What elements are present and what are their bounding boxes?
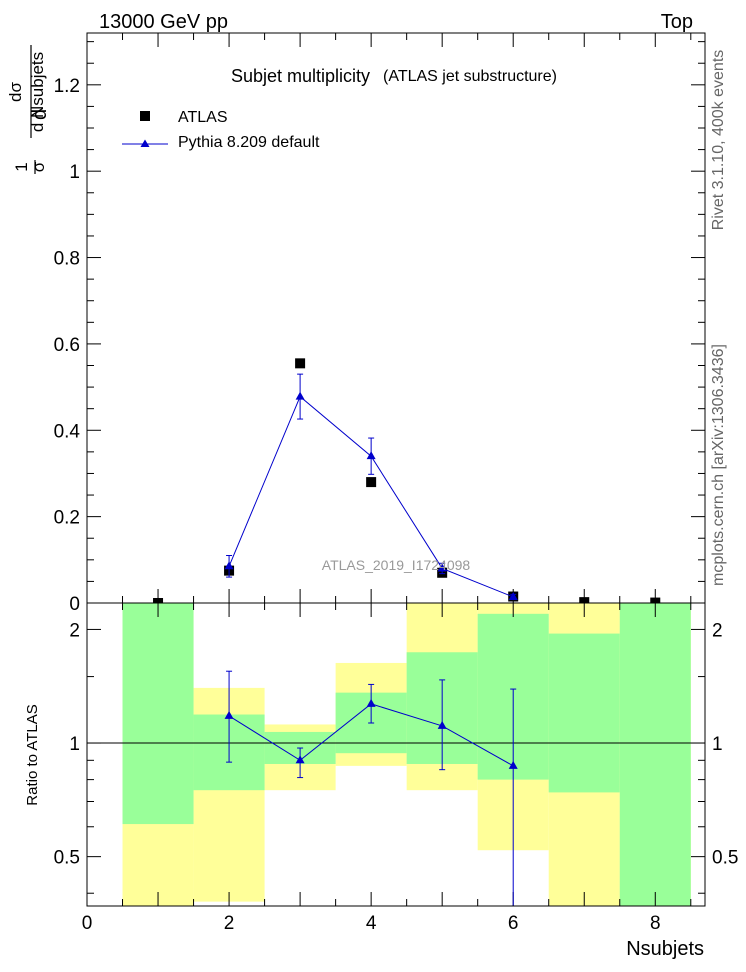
- ratio-y-tick-label: 1: [69, 734, 80, 755]
- x-tick-label: 4: [366, 913, 377, 934]
- x-tick-label: 8: [650, 913, 661, 934]
- ylabel-frac2-den: d Nsubjets: [28, 52, 47, 132]
- ratio-green-band: [122, 603, 194, 825]
- atlas-data-point: [366, 477, 377, 488]
- x-tick-label: 0: [82, 913, 93, 934]
- x-tick-label: 2: [224, 913, 235, 934]
- legend-pythia-label: Pythia 8.209 default: [178, 134, 320, 151]
- atlas-data-point: [295, 358, 306, 369]
- pythia-data-point: [508, 591, 518, 600]
- x-axis-label: Nsubjets: [626, 938, 704, 960]
- chart-subtitle: (ATLAS jet substructure): [383, 68, 557, 85]
- legend-atlas-label: ATLAS: [178, 109, 228, 126]
- pythia-data-point: [366, 451, 376, 460]
- ratio-y-tick-label-right: 1: [712, 734, 723, 755]
- ratio-pythia-point: [437, 720, 447, 729]
- header-energy: 13000 GeV pp: [99, 11, 228, 33]
- pythia-data-point: [224, 561, 234, 570]
- main-panel: 0 0.2 0.4 0.6 0.8 1 1.2: [54, 33, 705, 615]
- pythia-data-point: [437, 563, 447, 572]
- atlas-data-point: [579, 597, 590, 608]
- ratio-pythia-point: [295, 755, 305, 764]
- ylabel-frac2-num: dσ: [6, 82, 25, 102]
- ratio-pythia-point: [366, 698, 376, 707]
- y-tick-label: 0.6: [54, 335, 80, 356]
- mcplots-label: mcplots.cern.ch [arXiv:1306.3436]: [710, 344, 727, 586]
- y-tick-label: 1: [69, 162, 80, 183]
- ratio-green-band: [619, 603, 691, 906]
- analysis-id: ATLAS_2019_I1724098: [322, 557, 471, 573]
- y-tick-label: 0.4: [54, 421, 81, 442]
- legend-pythia-marker: [140, 139, 150, 147]
- ratio-y-tick-label: 0.5: [54, 848, 80, 869]
- ratio-frame: [86, 602, 706, 907]
- ratio-y-tick-label-right: 0.5: [712, 848, 738, 869]
- ratio-pythia-point: [508, 760, 518, 769]
- ratio-y-tick-label: 2: [69, 620, 80, 641]
- ratio-green-band: [548, 633, 620, 793]
- y-tick-label: 0.8: [54, 249, 80, 270]
- y-tick-label: 0: [69, 594, 80, 615]
- ylabel-frac1-num: 1: [12, 162, 31, 171]
- ratio-y-tick-label-right: 2: [712, 620, 723, 641]
- x-tick-label: 6: [508, 913, 519, 934]
- header-process: Top: [661, 11, 693, 33]
- ratio-pythia-point: [224, 710, 234, 719]
- ylabel-d-prefix: d: [29, 109, 51, 120]
- ratio-ylabel: Ratio to ATLAS: [24, 704, 41, 805]
- ratio-panel: 0.5 0.5 1 1 2 2: [54, 603, 738, 907]
- y-tick-label: 0.2: [54, 508, 80, 529]
- ylabel-frac1-den: σ: [29, 161, 48, 172]
- y-tick-label: 1.2: [54, 76, 80, 97]
- rivet-label: Rivet 3.1.10, 400k events: [710, 50, 727, 231]
- pythia-data-point: [295, 391, 305, 400]
- y-axis-label: d: [29, 109, 51, 120]
- legend-atlas-marker: [140, 111, 150, 121]
- chart-title: Subjet multiplicity: [231, 66, 370, 86]
